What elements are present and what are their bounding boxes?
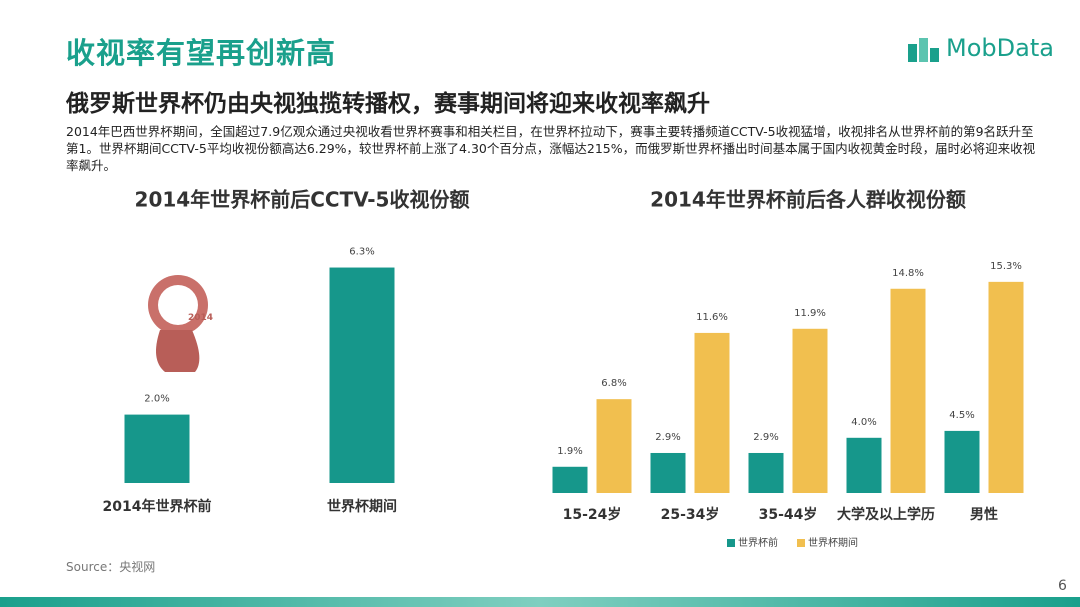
x-tick-label: 男性 (970, 506, 998, 523)
bar (988, 281, 1024, 493)
bar (329, 267, 395, 483)
logo: MobData (908, 34, 1054, 62)
trophy-icon: 2014 (148, 275, 213, 372)
x-tick-label: 15-24岁 (563, 506, 622, 523)
footer-stripe (0, 597, 1080, 607)
x-tick-label: 大学及以上学历 (837, 506, 935, 523)
x-tick-label: 35-44岁 (759, 506, 818, 523)
bar (596, 399, 632, 493)
value-label: 2.0% (144, 394, 169, 405)
bar (890, 288, 926, 493)
value-label: 14.8% (892, 268, 924, 279)
source: Source：央视网 (66, 560, 156, 574)
svg-text:2014: 2014 (188, 313, 213, 323)
value-label: 2.9% (753, 432, 778, 443)
value-label: 4.5% (949, 410, 974, 421)
bar (124, 414, 190, 483)
value-label: 6.8% (601, 378, 626, 389)
value-label: 2.9% (655, 432, 680, 443)
value-label: 6.3% (349, 247, 374, 258)
subtitle: 俄罗斯世界杯仍由央视独揽转播权，赛事期间将迎来收视率飙升 (66, 91, 710, 117)
legend-swatch (727, 539, 735, 547)
page-number: 6 (1058, 578, 1067, 594)
legend-label: 世界杯前 (738, 536, 778, 549)
bar (650, 452, 686, 493)
value-label: 1.9% (557, 446, 582, 457)
legend-label: 世界杯期间 (808, 536, 858, 549)
bar (748, 452, 784, 493)
value-label: 4.0% (851, 417, 876, 428)
bar (552, 466, 588, 493)
logo-text: MobData (946, 34, 1054, 62)
bar (792, 328, 828, 493)
chart-title: 2014年世界杯前后CCTV-5收视份额 (135, 188, 470, 212)
x-tick-label: 世界杯期间 (327, 498, 397, 515)
title: 收视率有望再创新高 (66, 36, 337, 70)
bar (944, 430, 980, 493)
chart-title: 2014年世界杯前后各人群收视份额 (650, 188, 966, 212)
value-label: 11.6% (696, 312, 728, 323)
legend-swatch (797, 539, 805, 547)
x-tick-label: 25-34岁 (661, 506, 720, 523)
bar (846, 437, 882, 493)
bar (694, 332, 730, 493)
x-tick-label: 2014年世界杯前 (103, 498, 212, 515)
body-text: 2014年巴西世界杯期间，全国超过7.9亿观众通过央视收看世界杯赛事和相关栏目，… (66, 124, 1036, 173)
value-label: 11.9% (794, 308, 826, 319)
value-label: 15.3% (990, 261, 1022, 272)
logo-icon (908, 38, 939, 62)
